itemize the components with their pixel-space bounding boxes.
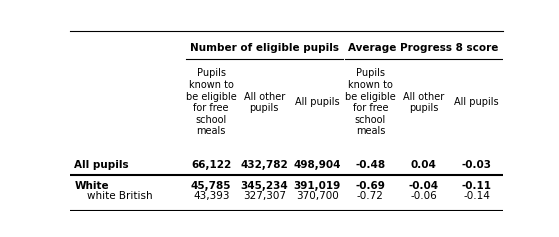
- Text: Pupils
known to
be eligible
for free
school
meals: Pupils known to be eligible for free sch…: [345, 68, 396, 136]
- Text: -0.69: -0.69: [356, 181, 385, 191]
- Text: -0.04: -0.04: [409, 181, 439, 191]
- Text: Pupils
known to
be eligible
for free
school
meals: Pupils known to be eligible for free sch…: [186, 68, 236, 136]
- Text: -0.48: -0.48: [356, 160, 386, 170]
- Text: All pupils: All pupils: [295, 97, 340, 107]
- Text: -0.03: -0.03: [462, 160, 491, 170]
- Text: Number of eligible pupils: Number of eligible pupils: [190, 43, 339, 53]
- Text: White: White: [74, 181, 109, 191]
- Text: 345,234: 345,234: [240, 181, 288, 191]
- Text: 0.04: 0.04: [410, 160, 437, 170]
- Text: 432,782: 432,782: [240, 160, 288, 170]
- Text: 66,122: 66,122: [191, 160, 231, 170]
- Text: 391,019: 391,019: [293, 181, 341, 191]
- Text: 498,904: 498,904: [293, 160, 341, 170]
- Text: All pupils: All pupils: [454, 97, 499, 107]
- Text: All other
pupils: All other pupils: [244, 91, 285, 113]
- Text: -0.06: -0.06: [410, 191, 437, 201]
- Text: All pupils: All pupils: [74, 160, 129, 170]
- Text: -0.11: -0.11: [462, 181, 491, 191]
- Text: All other
pupils: All other pupils: [403, 91, 444, 113]
- Text: -0.72: -0.72: [357, 191, 384, 201]
- Text: 327,307: 327,307: [243, 191, 286, 201]
- Text: white British: white British: [87, 191, 153, 201]
- Text: 370,700: 370,700: [296, 191, 339, 201]
- Text: Average Progress 8 score: Average Progress 8 score: [348, 43, 499, 53]
- Text: 43,393: 43,393: [193, 191, 229, 201]
- Text: -0.14: -0.14: [463, 191, 490, 201]
- Text: 45,785: 45,785: [191, 181, 231, 191]
